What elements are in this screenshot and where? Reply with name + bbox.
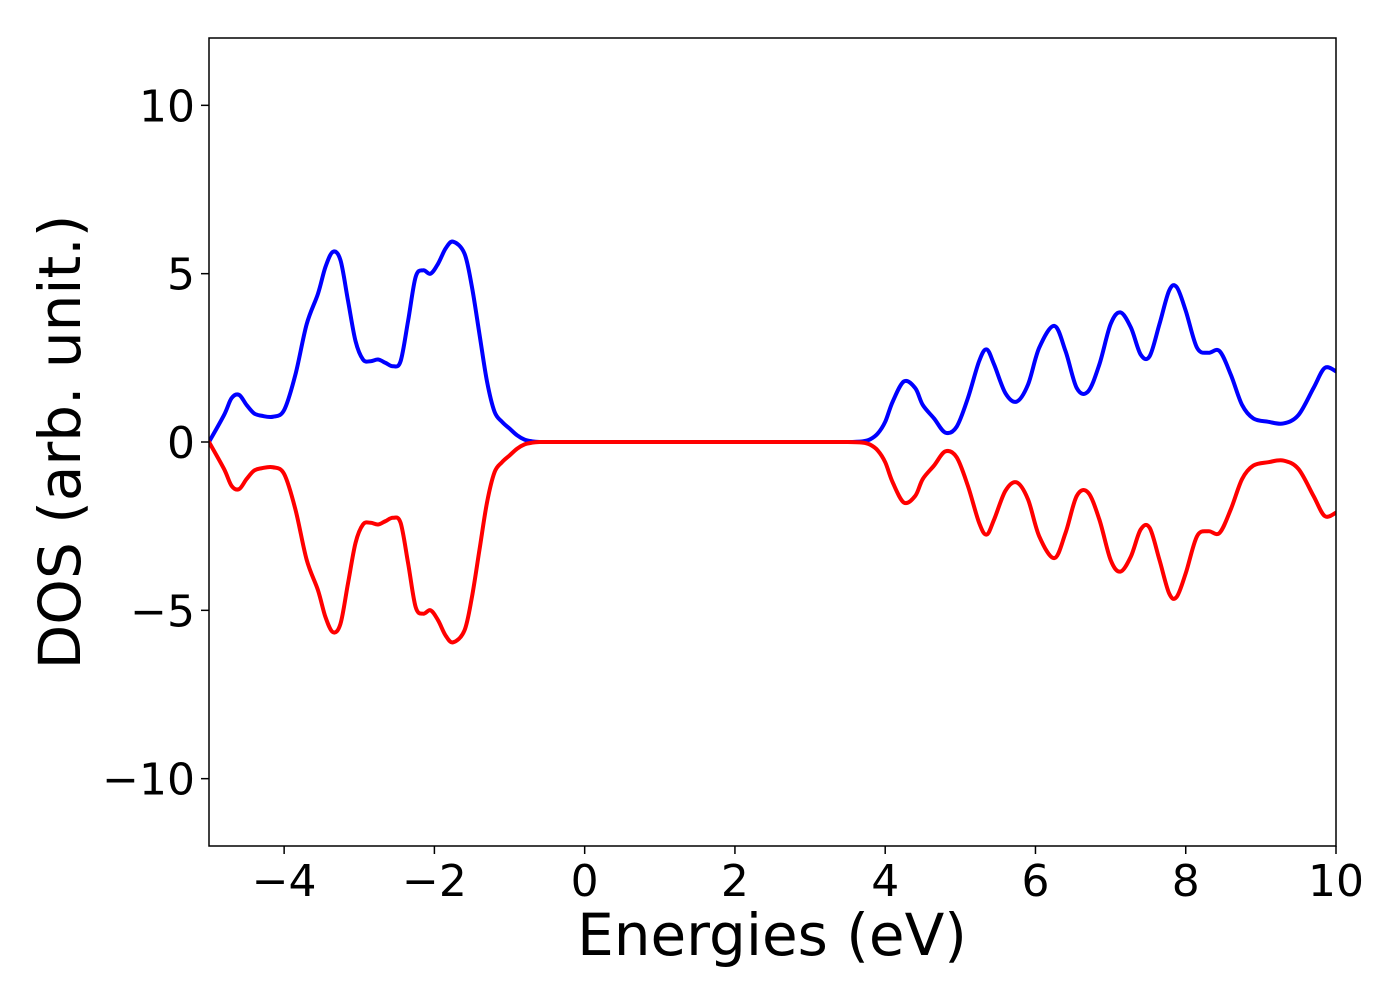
series-line-2 — [209, 439, 1336, 645]
y-tick-label: 10 — [139, 81, 195, 132]
x-tick-label: −2 — [402, 856, 467, 907]
x-axis-label: Energies (eV) — [577, 901, 967, 969]
x-tick-label: 2 — [721, 856, 749, 907]
y-tick-label: 5 — [167, 250, 195, 301]
x-axis: −4 −2 0 2 4 6 8 10 — [252, 846, 1364, 907]
x-tick-label: −4 — [252, 856, 317, 907]
x-tick-label: 8 — [1172, 856, 1200, 907]
series-line-1 — [209, 239, 1336, 445]
y-axis: −10 −5 0 5 10 — [102, 81, 209, 806]
y-tick-label: −5 — [130, 586, 195, 637]
x-tick-label: 0 — [571, 856, 599, 907]
series-layer — [209, 239, 1336, 645]
x-tick-label: 6 — [1021, 856, 1049, 907]
y-tick-label: −10 — [102, 755, 195, 806]
x-tick-label: 4 — [871, 856, 899, 907]
x-tick-label: 10 — [1308, 856, 1364, 907]
y-axis-label: DOS (arb. unit.) — [26, 215, 94, 670]
y-tick-label: 0 — [167, 418, 195, 469]
